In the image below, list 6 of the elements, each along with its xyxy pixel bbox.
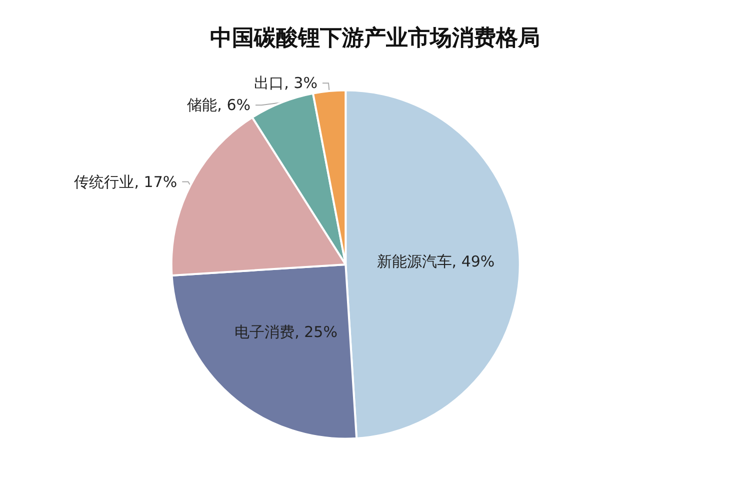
slice-label: 出口, 3%	[254, 74, 318, 92]
chart-title: 中国碳酸锂下游产业市场消费格局	[210, 25, 540, 51]
slice-label: 电子消费, 25%	[234, 323, 338, 342]
slice-label: 储能, 6%	[187, 96, 251, 114]
slice-label: 传统行业, 17%	[74, 172, 178, 191]
slice-label: 新能源汽车, 49%	[376, 252, 495, 271]
